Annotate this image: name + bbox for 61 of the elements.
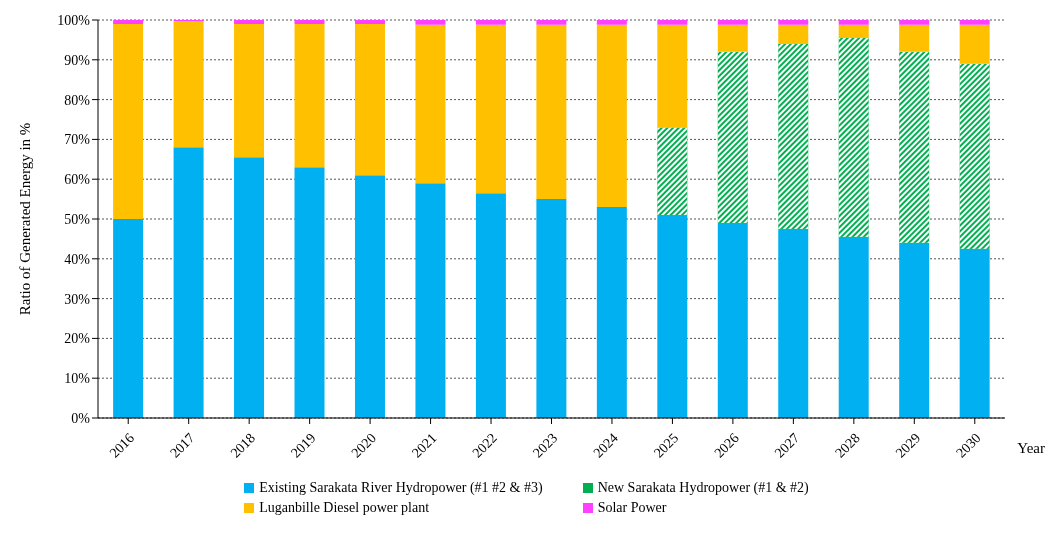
bar [596,207,627,418]
bar [838,20,869,25]
bar [475,193,506,418]
bar [415,183,446,418]
bar [899,24,930,52]
bar [959,24,990,64]
bar [596,20,627,25]
bar [838,24,869,38]
bar [294,167,325,418]
y-tick-label: 100% [57,12,91,28]
legend-label: Existing Sarakata River Hydropower (#1 #2 & #3) [259,480,543,496]
bar [536,20,567,25]
bar [294,23,325,168]
bar [475,20,506,25]
bar [899,20,930,25]
bar [354,175,385,418]
y-tick-label: 0% [71,410,91,426]
bar [838,236,869,418]
bar [717,24,748,52]
bar [294,20,325,24]
bar [959,20,990,25]
bar [234,20,265,24]
bar [657,215,688,418]
bar [717,222,748,418]
y-axis-title: Ratio of Generated Energy in % [17,122,34,316]
bar [415,24,446,184]
bar [596,24,627,208]
y-tick-label: 30% [64,291,91,307]
bar [959,248,990,418]
legend-label: Solar Power [597,500,667,516]
y-tick-label: 80% [64,92,91,108]
bar [899,242,930,418]
bar [173,147,204,418]
bar [415,20,446,25]
bar [778,228,809,418]
bar [234,157,265,418]
y-tick-label: 50% [64,211,91,227]
bar [113,23,144,219]
bar [657,20,688,25]
y-tick-label: 60% [64,172,91,188]
bar [354,20,385,24]
bar [113,219,144,418]
legend-label: New Sarakata Hydropower (#1 & #2) [597,480,809,496]
bar [173,21,204,148]
bar [536,199,567,418]
y-tick-label: 10% [64,371,91,387]
bar [717,20,748,25]
bar [536,24,567,200]
y-tick-label: 90% [64,52,91,68]
bar [234,23,265,158]
y-tick-label: 40% [64,251,91,267]
y-tick-label: 20% [64,331,91,347]
bar [354,23,385,176]
bar [778,24,809,44]
y-tick-label: 70% [64,132,91,148]
x-axis-title: Year [1017,440,1045,456]
bar [475,24,506,194]
bar [657,24,688,128]
bar [778,20,809,25]
legend-label: Luganbille Diesel power plant [259,500,430,516]
bar [113,20,144,24]
